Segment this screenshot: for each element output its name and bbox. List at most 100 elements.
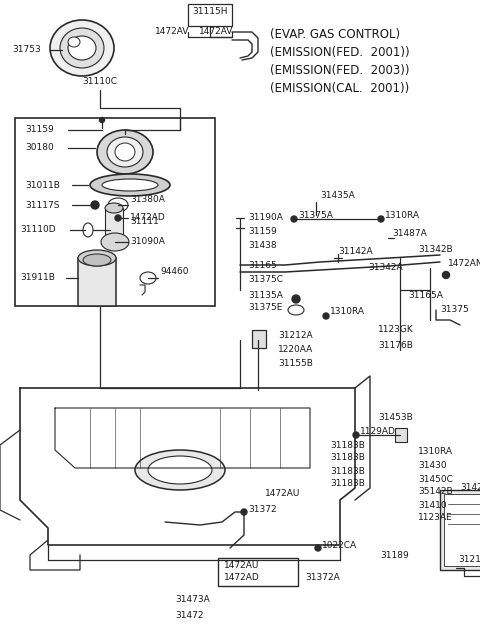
Bar: [252, 330, 266, 348]
Bar: [444, 494, 480, 566]
Circle shape: [292, 295, 300, 303]
Text: 1129AD: 1129AD: [360, 427, 396, 436]
Text: 1472AU: 1472AU: [265, 490, 300, 499]
Ellipse shape: [135, 450, 225, 490]
Text: 31375E: 31375E: [248, 303, 282, 312]
Ellipse shape: [60, 28, 104, 68]
Ellipse shape: [68, 36, 96, 60]
Text: 31165: 31165: [248, 261, 277, 270]
Circle shape: [241, 509, 247, 515]
Bar: [78, 258, 116, 306]
Text: 31011B: 31011B: [25, 181, 60, 190]
Bar: [188, 4, 232, 26]
Text: 31425A: 31425A: [460, 483, 480, 492]
Text: 31430: 31430: [418, 462, 446, 471]
Text: 31342A: 31342A: [368, 263, 403, 272]
Text: 31212A: 31212A: [278, 331, 312, 340]
Text: 31183B: 31183B: [330, 453, 365, 462]
Text: 1310RA: 1310RA: [418, 448, 453, 457]
Ellipse shape: [140, 272, 156, 284]
Ellipse shape: [105, 203, 123, 213]
Text: 31110D: 31110D: [20, 226, 56, 235]
Text: 31117S: 31117S: [25, 200, 60, 209]
Text: 31176B: 31176B: [378, 342, 413, 350]
Ellipse shape: [108, 198, 128, 212]
Text: 31190A: 31190A: [248, 214, 283, 223]
Text: 31753: 31753: [12, 46, 41, 55]
Text: 31375C: 31375C: [248, 275, 283, 284]
Text: 1472AD: 1472AD: [224, 574, 260, 583]
Text: 31159: 31159: [248, 228, 277, 237]
Circle shape: [315, 545, 321, 551]
Ellipse shape: [90, 174, 170, 196]
Circle shape: [115, 215, 121, 221]
Text: 31135A: 31135A: [248, 291, 283, 300]
Bar: [15, 118, 215, 306]
Text: 1472AD: 1472AD: [130, 214, 166, 223]
Text: 1022CA: 1022CA: [322, 541, 357, 550]
Text: 1472AN: 1472AN: [448, 258, 480, 268]
Text: 31115H: 31115H: [192, 6, 228, 15]
Circle shape: [353, 432, 359, 438]
Text: 31438: 31438: [248, 242, 276, 251]
Ellipse shape: [102, 179, 158, 191]
Text: 31142A: 31142A: [338, 247, 372, 256]
Text: 31380A: 31380A: [130, 195, 165, 205]
Text: 1123AE: 1123AE: [418, 513, 453, 523]
Circle shape: [99, 118, 105, 123]
Text: 31183B: 31183B: [330, 441, 365, 450]
Text: 1310RA: 1310RA: [385, 211, 420, 219]
Text: 31183B: 31183B: [330, 466, 365, 476]
Text: 1472AV: 1472AV: [155, 27, 189, 36]
Text: 1472AU: 1472AU: [224, 562, 259, 570]
Text: (EVAP. GAS CONTROL): (EVAP. GAS CONTROL): [270, 28, 400, 41]
Text: 30180: 30180: [25, 144, 54, 153]
Text: 31375: 31375: [440, 305, 469, 314]
Text: 31450C: 31450C: [418, 474, 453, 483]
Bar: [218, 558, 298, 586]
Text: 31472: 31472: [175, 611, 204, 621]
Circle shape: [378, 216, 384, 222]
Text: (EMISSION(CAL.  2001)): (EMISSION(CAL. 2001)): [270, 82, 409, 95]
Text: 1123GK: 1123GK: [378, 326, 414, 335]
Text: 31110C: 31110C: [83, 78, 118, 86]
Text: 94460: 94460: [160, 268, 189, 277]
Text: 31372A: 31372A: [305, 574, 340, 583]
Text: (EMISSION(FED.  2001)): (EMISSION(FED. 2001)): [270, 46, 409, 59]
Text: 31211B: 31211B: [458, 555, 480, 565]
Ellipse shape: [50, 20, 114, 76]
Text: 31410: 31410: [418, 501, 446, 509]
Ellipse shape: [148, 456, 212, 484]
Text: 31155B: 31155B: [278, 359, 313, 368]
Ellipse shape: [101, 233, 129, 251]
Text: 31165A: 31165A: [408, 291, 443, 300]
Ellipse shape: [97, 130, 153, 174]
Bar: [395, 428, 407, 442]
Bar: [105, 208, 123, 236]
Text: 31473A: 31473A: [175, 595, 210, 604]
Ellipse shape: [78, 250, 116, 266]
Text: 1472AV: 1472AV: [199, 27, 233, 36]
Text: (EMISSION(FED.  2003)): (EMISSION(FED. 2003)): [270, 64, 409, 77]
Circle shape: [443, 272, 449, 279]
Text: 1220AA: 1220AA: [278, 345, 313, 354]
Circle shape: [323, 313, 329, 319]
Ellipse shape: [83, 223, 93, 237]
Text: 31159: 31159: [25, 125, 54, 134]
Text: 31372: 31372: [248, 506, 276, 515]
Text: 31487A: 31487A: [392, 230, 427, 238]
Text: 35142B: 35142B: [418, 488, 453, 497]
Ellipse shape: [83, 254, 111, 266]
Text: 31453B: 31453B: [378, 413, 413, 422]
Text: 31375A: 31375A: [298, 211, 333, 219]
Text: 31189: 31189: [380, 551, 409, 560]
Text: 31342B: 31342B: [418, 245, 453, 254]
Ellipse shape: [107, 137, 143, 167]
Circle shape: [91, 201, 99, 209]
Ellipse shape: [115, 143, 135, 161]
Text: 1310RA: 1310RA: [330, 307, 365, 317]
Text: 31183B: 31183B: [330, 480, 365, 488]
Bar: [440, 490, 480, 570]
Text: 31090A: 31090A: [130, 237, 165, 247]
Text: 31911B: 31911B: [20, 273, 55, 282]
